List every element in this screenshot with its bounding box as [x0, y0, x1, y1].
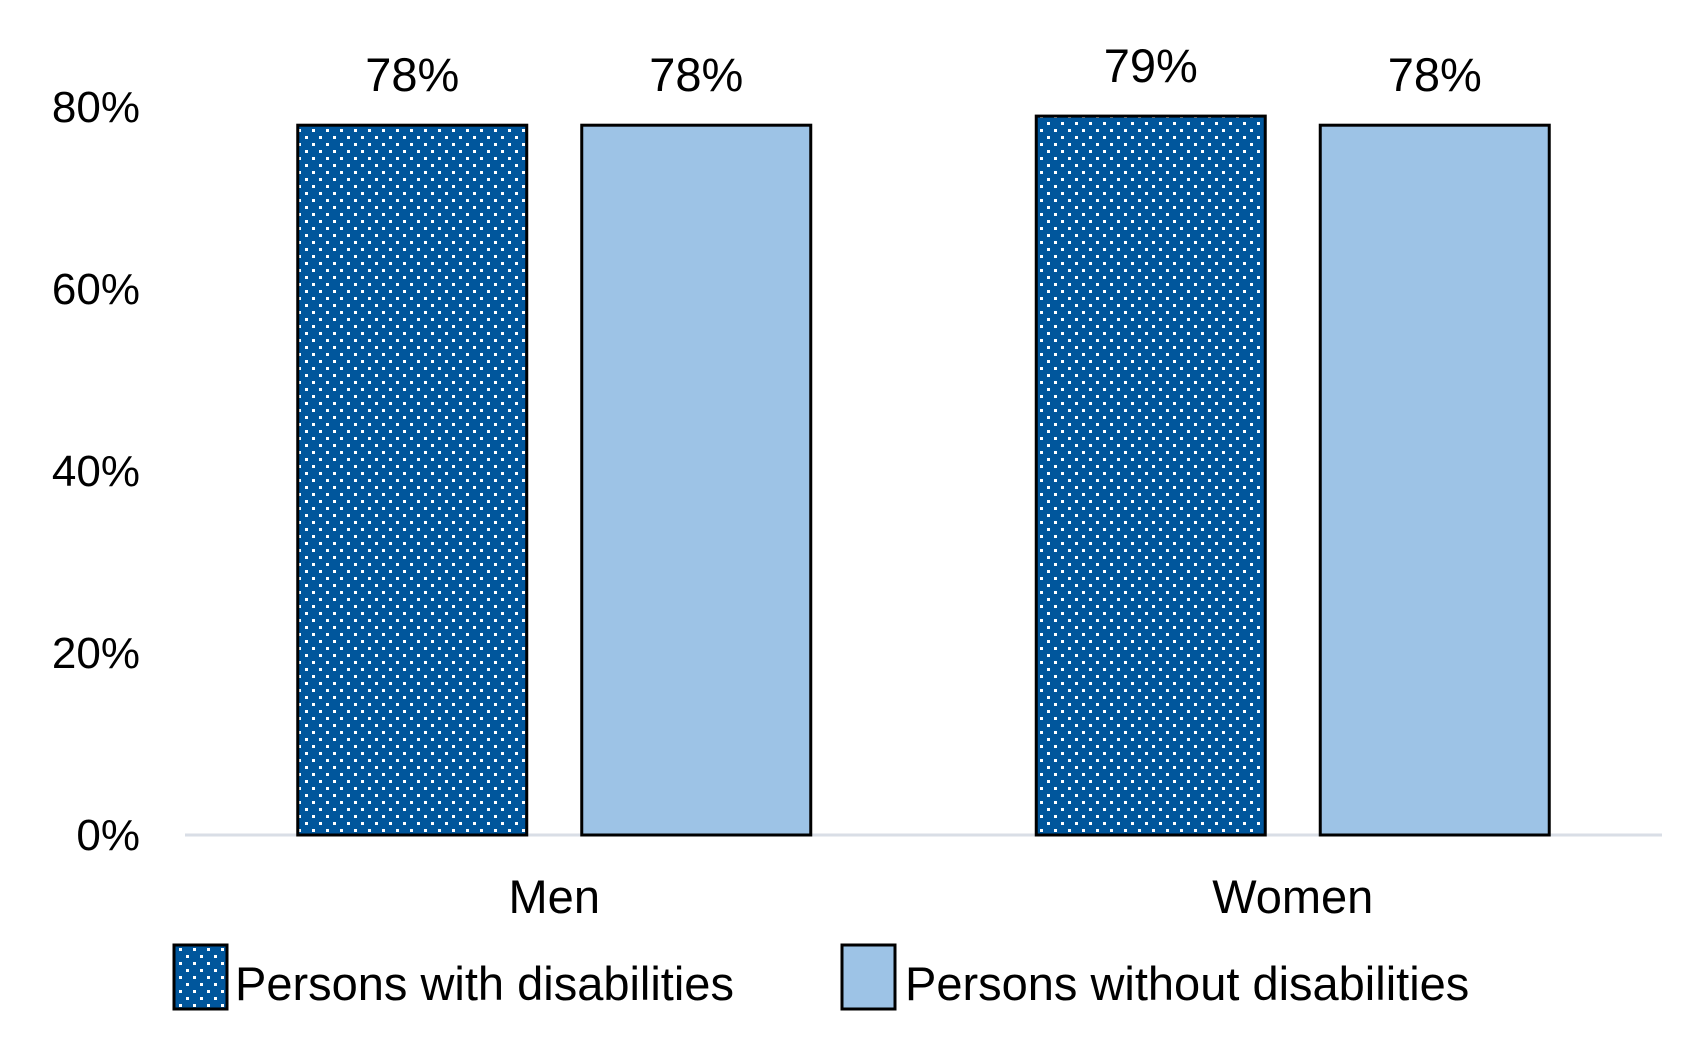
bar-women-persons-with-disabilities [1034, 114, 1267, 837]
y-tick-label: 40% [52, 447, 140, 496]
legend-label-persons-with-disabilities: Persons with disabilities [235, 957, 734, 1010]
data-label-men-persons-with-disabilities: 78% [365, 48, 459, 101]
data-label-women-persons-with-disabilities: 79% [1104, 39, 1198, 92]
data-label-men-persons-without-disabilities: 78% [649, 48, 743, 101]
y-tick-label: 60% [52, 265, 140, 314]
bar-men-persons-with-disabilities [296, 123, 529, 837]
data-label-women-persons-without-disabilities: 78% [1388, 48, 1482, 101]
y-tick-label: 80% [52, 83, 140, 132]
legend-item-persons-without-disabilities[interactable]: Persons without disabilities [840, 943, 1469, 1011]
y-tick-label: 0% [76, 811, 140, 860]
legend-swatch-persons-without-disabilities [840, 943, 897, 1011]
legend-label-persons-without-disabilities: Persons without disabilities [905, 957, 1469, 1010]
x-axis: Men Women [509, 870, 1374, 923]
legend-swatch-persons-with-disabilities [172, 943, 229, 1011]
legend: Persons with disabilities Persons withou… [172, 943, 1469, 1011]
y-tick-label: 20% [52, 629, 140, 678]
value-labels: 78% 78% 79% 78% [365, 39, 1482, 101]
x-tick-label-women: Women [1212, 870, 1373, 923]
legend-item-persons-with-disabilities[interactable]: Persons with disabilities [172, 943, 734, 1011]
y-axis: 0% 20% 40% 60% 80% [52, 83, 140, 860]
bars [296, 114, 1551, 837]
x-tick-label-men: Men [509, 870, 600, 923]
bar-men-persons-without-disabilities [580, 123, 813, 837]
bar-women-persons-without-disabilities [1318, 123, 1551, 837]
